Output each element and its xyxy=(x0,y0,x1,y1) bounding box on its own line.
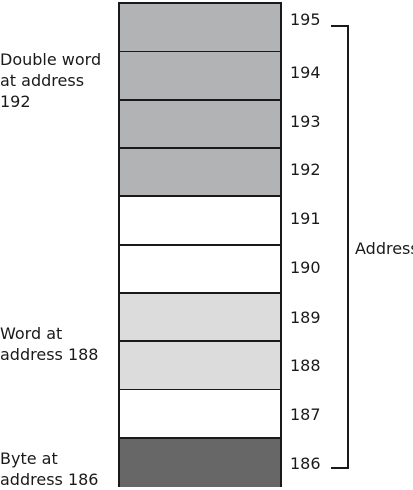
memory-cell-191 xyxy=(120,197,280,246)
memory-cell-192 xyxy=(120,148,280,198)
memory-cell-188 xyxy=(120,342,280,391)
byte-label: Byte at address 186 xyxy=(0,449,99,489)
memory-cell-194 xyxy=(120,52,280,101)
address-label-193: 193 xyxy=(290,112,321,131)
memory-cell-189 xyxy=(120,293,280,343)
memory-cell-193 xyxy=(120,100,280,150)
address-label-188: 188 xyxy=(290,356,321,375)
address-label-189: 189 xyxy=(290,308,321,327)
double-word-label: Double word at address 192 xyxy=(0,50,102,111)
memory-cell-186 xyxy=(120,438,280,488)
address-label-187: 187 xyxy=(290,405,321,424)
memory-cell-187 xyxy=(120,390,280,439)
address-label-192: 192 xyxy=(290,160,321,179)
address-label-190: 190 xyxy=(290,258,321,277)
address-label-194: 194 xyxy=(290,63,321,82)
memory-stack xyxy=(118,2,282,488)
memory-cell-190 xyxy=(120,245,280,294)
address-label-195: 195 xyxy=(290,10,321,29)
memory-cell-195 xyxy=(120,4,280,53)
address-axis-label: Address xyxy=(355,239,413,258)
address-label-186: 186 xyxy=(290,454,321,473)
word-label: Word at address 188 xyxy=(0,324,99,364)
address-label-191: 191 xyxy=(290,209,321,228)
